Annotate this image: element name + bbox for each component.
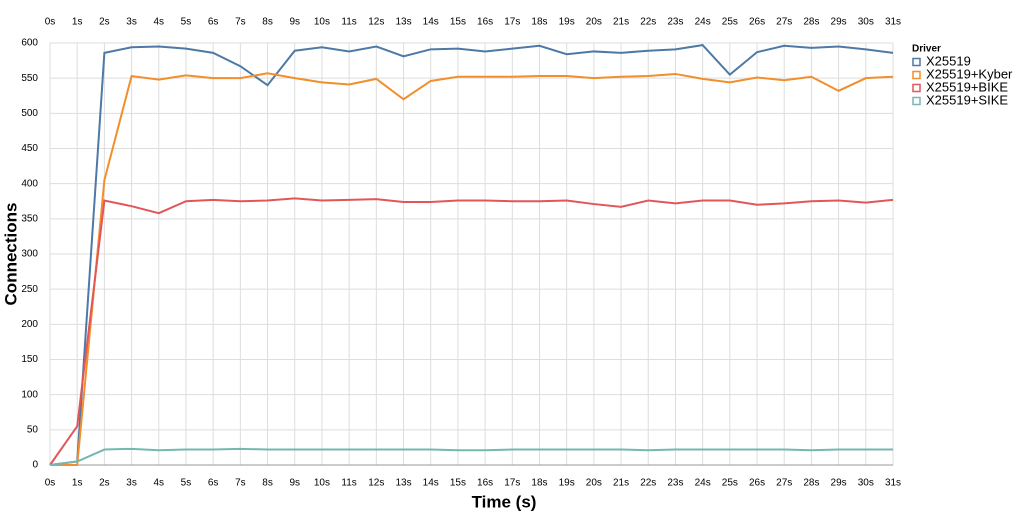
x-tick-label: 31s xyxy=(885,478,901,489)
x-tick-label: 1s xyxy=(72,478,83,489)
x-tick-label: 30s xyxy=(858,478,874,489)
x-tick-label: 30s xyxy=(858,17,874,28)
legend-label: X25519 xyxy=(926,53,971,68)
x-tick-label: 20s xyxy=(586,478,602,489)
series-line xyxy=(49,197,894,466)
x-tick-label: 16s xyxy=(477,478,493,489)
x-tick-label: 26s xyxy=(749,17,765,28)
y-tick-label: 0 xyxy=(32,460,38,471)
x-tick-label: 14s xyxy=(423,478,439,489)
legend-label: X25519+SIKE xyxy=(926,92,1008,107)
x-tick-label: 6s xyxy=(208,17,219,28)
y-tick-label: 400 xyxy=(21,178,38,189)
x-tick-label: 17s xyxy=(504,478,520,489)
x-tick-label: 24s xyxy=(695,17,711,28)
y-tick-label: 200 xyxy=(21,319,38,330)
y-axis-title: Connections xyxy=(1,203,20,306)
x-tick-label: 11s xyxy=(341,478,356,489)
x-tick-label: 7s xyxy=(235,17,246,28)
x-tick-label: 28s xyxy=(803,17,819,28)
x-tick-label: 8s xyxy=(262,17,273,28)
series-line xyxy=(50,72,894,466)
y-tick-label: 150 xyxy=(21,354,38,365)
y-tick-label: 300 xyxy=(21,249,38,260)
x-tick-label: 26s xyxy=(749,478,765,489)
x-tick-label: 24s xyxy=(695,478,711,489)
x-tick-label: 23s xyxy=(667,17,683,28)
x-tick-label: 9s xyxy=(289,17,300,28)
x-tick-label: 0s xyxy=(45,17,56,28)
y-tick-label: 50 xyxy=(27,424,39,435)
x-tick-label: 20s xyxy=(586,17,602,28)
x-tick-label: 25s xyxy=(722,17,738,28)
x-tick-label: 9s xyxy=(289,478,300,489)
x-tick-label: 7s xyxy=(235,478,246,489)
x-tick-label: 3s xyxy=(126,17,137,28)
x-tick-label: 15s xyxy=(450,478,466,489)
legend-label: X25519+Kyber xyxy=(926,66,1013,81)
series-line xyxy=(49,44,894,466)
x-tick-label: 4s xyxy=(153,478,164,489)
legend-title: Driver xyxy=(912,44,941,55)
x-tick-label: 27s xyxy=(776,478,792,489)
y-tick-label: 550 xyxy=(21,73,38,84)
x-tick-label: 29s xyxy=(831,17,847,28)
x-tick-label: 15s xyxy=(450,17,466,28)
x-tick-label: 29s xyxy=(831,478,847,489)
x-tick-label: 0s xyxy=(45,478,56,489)
x-tick-label: 23s xyxy=(667,478,683,489)
x-tick-label: 31s xyxy=(885,17,901,28)
x-tick-label: 5s xyxy=(181,17,192,28)
x-tick-label: 28s xyxy=(803,478,819,489)
legend-swatch xyxy=(912,70,921,80)
legend-swatch xyxy=(912,57,921,67)
x-tick-label: 25s xyxy=(722,478,738,489)
x-tick-label: 8s xyxy=(262,478,273,489)
x-tick-label: 4s xyxy=(153,17,164,28)
y-tick-label: 250 xyxy=(21,284,38,295)
y-tick-label: 350 xyxy=(21,213,38,224)
x-tick-label: 18s xyxy=(531,17,547,28)
x-tick-label: 5s xyxy=(181,478,192,489)
legend-swatch xyxy=(912,83,921,93)
x-tick-label: 21s xyxy=(613,478,629,489)
x-tick-label: 16s xyxy=(477,17,493,28)
x-tick-label: 14s xyxy=(423,17,439,28)
x-tick-label: 12s xyxy=(368,478,384,489)
x-tick-label: 1s xyxy=(72,17,83,28)
x-tick-label: 2s xyxy=(99,478,110,489)
x-tick-label: 22s xyxy=(640,478,656,489)
series-line xyxy=(49,447,893,466)
x-tick-label: 27s xyxy=(776,17,792,28)
x-axis-title: Time (s) xyxy=(472,492,537,511)
y-tick-label: 450 xyxy=(21,143,38,154)
x-tick-label: 11s xyxy=(341,17,356,28)
x-tick-label: 2s xyxy=(99,17,110,28)
x-tick-label: 21s xyxy=(613,17,629,28)
x-tick-label: 13s xyxy=(395,17,411,28)
x-tick-label: 22s xyxy=(640,17,656,28)
x-tick-label: 10s xyxy=(314,478,330,489)
x-tick-label: 13s xyxy=(395,478,411,489)
x-tick-label: 3s xyxy=(126,478,137,489)
x-tick-label: 10s xyxy=(314,17,330,28)
legend-label: X25519+BIKE xyxy=(926,79,1008,94)
y-tick-label: 500 xyxy=(21,108,38,119)
legend-swatch xyxy=(912,96,921,106)
y-tick-label: 100 xyxy=(21,389,38,400)
x-tick-label: 17s xyxy=(504,17,520,28)
x-tick-label: 19s xyxy=(559,478,575,489)
x-tick-label: 6s xyxy=(208,478,219,489)
y-tick-label: 600 xyxy=(21,38,38,49)
x-tick-label: 18s xyxy=(531,478,547,489)
x-tick-label: 12s xyxy=(368,17,384,28)
x-tick-label: 19s xyxy=(559,17,575,28)
